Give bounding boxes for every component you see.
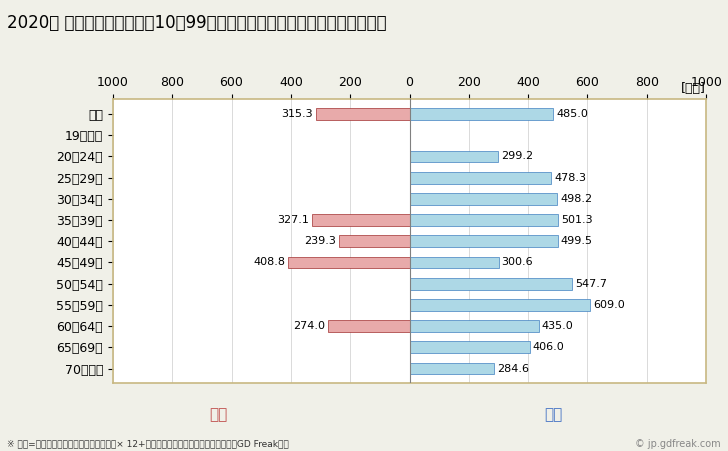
Bar (409, 235, 558, 247)
Bar (409, 151, 498, 162)
Text: 406.0: 406.0 (533, 342, 565, 352)
Bar (409, 341, 530, 353)
Bar (409, 214, 558, 226)
Text: 299.2: 299.2 (501, 152, 534, 161)
Bar (409, 193, 558, 205)
Text: 315.3: 315.3 (281, 109, 313, 119)
Text: 478.3: 478.3 (554, 173, 586, 183)
Bar (409, 278, 572, 290)
Text: 499.5: 499.5 (561, 236, 593, 246)
Text: 547.7: 547.7 (575, 279, 607, 289)
Text: 女性: 女性 (209, 407, 228, 423)
Bar (328, 320, 409, 332)
Text: 274.0: 274.0 (293, 321, 325, 331)
Text: 485.0: 485.0 (556, 109, 588, 119)
Bar (409, 172, 551, 184)
Bar (409, 299, 590, 311)
Text: 609.0: 609.0 (593, 300, 625, 310)
Bar (339, 235, 409, 247)
Bar (409, 320, 539, 332)
Text: © jp.gdfreak.com: © jp.gdfreak.com (635, 439, 721, 449)
Text: 435.0: 435.0 (542, 321, 573, 331)
Bar (316, 108, 409, 120)
Text: 239.3: 239.3 (304, 236, 336, 246)
Bar (288, 257, 409, 268)
Text: [万円]: [万円] (681, 82, 706, 95)
Bar (312, 214, 409, 226)
Text: 501.3: 501.3 (561, 215, 593, 225)
Bar (409, 363, 494, 374)
Text: 300.6: 300.6 (502, 258, 534, 267)
Text: 2020年 民間企業（従業者数10～99人）フルタイム労働者の男女別平均年収: 2020年 民間企業（従業者数10～99人）フルタイム労働者の男女別平均年収 (7, 14, 387, 32)
Text: ※ 年収=「きまって支給する現金給与額」× 12+「年間賞与その他特別給与額」としてGD Freak推計: ※ 年収=「きまって支給する現金給与額」× 12+「年間賞与その他特別給与額」と… (7, 440, 289, 449)
Text: 284.6: 284.6 (497, 364, 529, 373)
Text: 408.8: 408.8 (253, 258, 285, 267)
Text: 男性: 男性 (544, 407, 563, 423)
Bar (409, 108, 553, 120)
Text: 498.2: 498.2 (561, 194, 593, 204)
Bar (409, 257, 499, 268)
Text: 327.1: 327.1 (277, 215, 309, 225)
